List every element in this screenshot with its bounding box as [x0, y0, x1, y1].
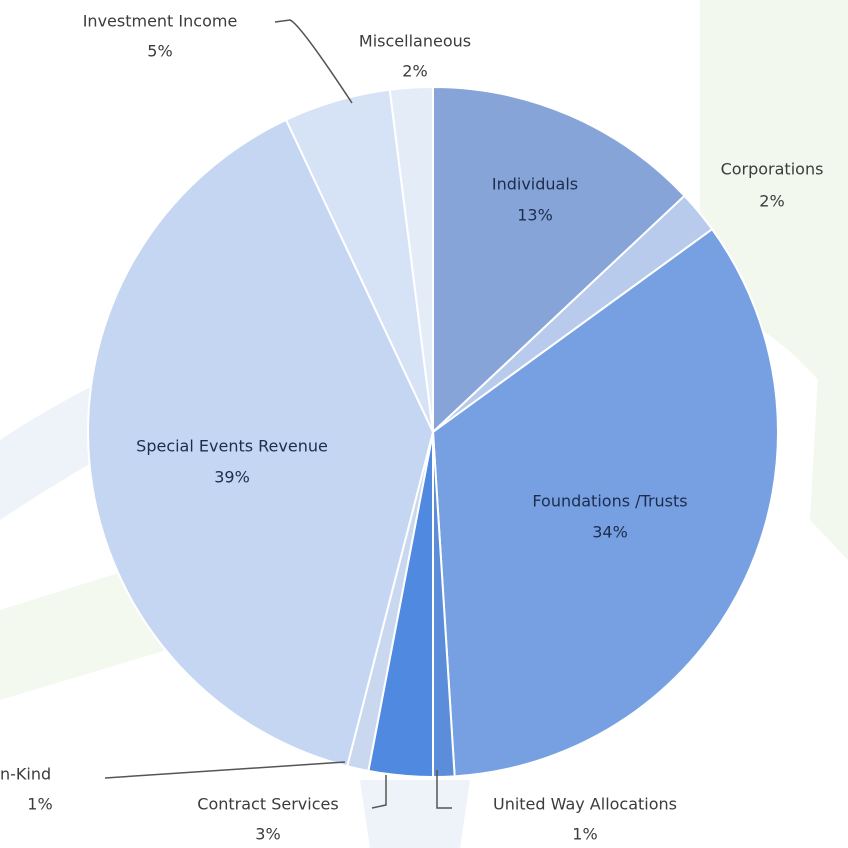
slice-label: n-Kind	[0, 765, 51, 784]
slice-value-label: 1%	[27, 795, 52, 814]
slice-label: Miscellaneous	[359, 32, 471, 51]
slice-value-label: 1%	[572, 825, 597, 844]
slice-label: United Way Allocations	[493, 795, 677, 814]
labels: Individuals 13% Corporations 2% Foundations …	[0, 12, 823, 844]
pie-slice	[431, 227, 779, 778]
slice-value-label: 34%	[592, 523, 628, 542]
slice-value-label: 13%	[517, 206, 553, 225]
slice-label: Individuals	[492, 175, 578, 194]
slice-label: Corporations	[721, 160, 824, 179]
slice-value-label: 39%	[214, 468, 250, 487]
leader-line	[436, 770, 452, 809]
slice-label: Foundations /Trusts	[532, 492, 687, 511]
slice-label: Investment Income	[83, 12, 238, 31]
leader-lines	[104, 19, 452, 809]
leader-line	[104, 761, 346, 779]
slice-value-label: 2%	[402, 62, 427, 81]
pie	[87, 85, 779, 779]
leader-line	[274, 19, 353, 104]
leader-line	[371, 775, 387, 809]
slice-value-label: 2%	[759, 192, 784, 211]
pie-slice	[388, 85, 434, 433]
slice-value-label: 5%	[147, 42, 172, 61]
slice-value-label: 3%	[255, 825, 280, 844]
slice-label: Special Events Revenue	[136, 437, 328, 456]
pie-slice	[87, 118, 435, 768]
slice-label: Contract Services	[197, 795, 338, 814]
pie-slice	[432, 85, 686, 435]
